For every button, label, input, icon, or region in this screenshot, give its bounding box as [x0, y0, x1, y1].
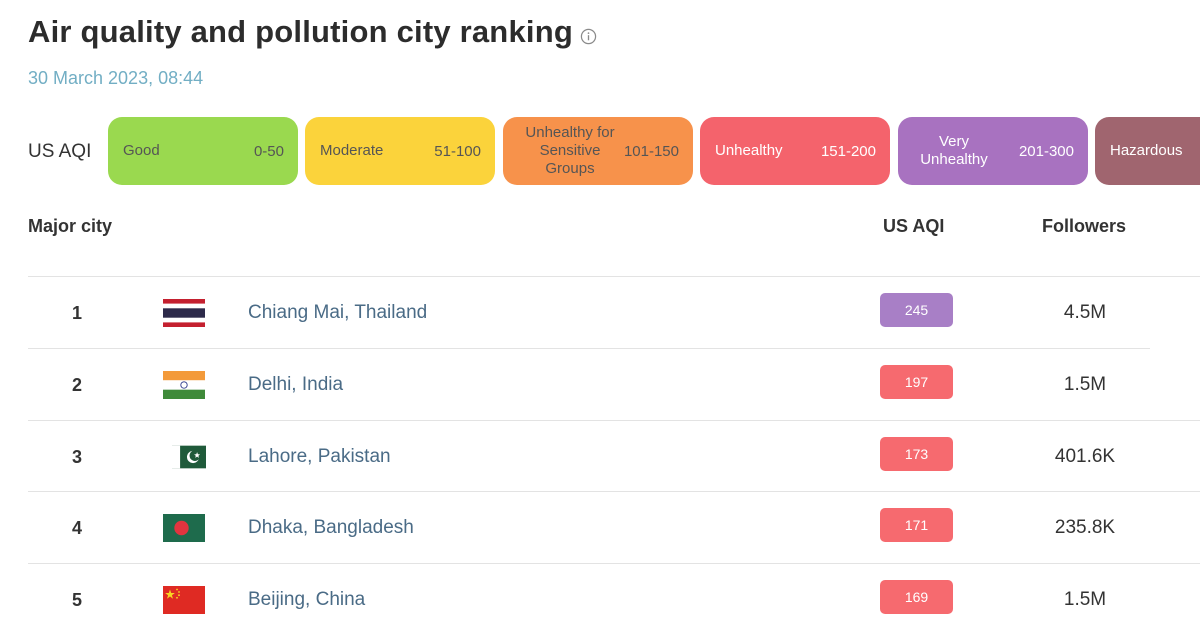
followers-count: 235.8K — [1054, 517, 1116, 538]
rank-number: 3 — [72, 447, 83, 467]
legend-very-unhealthy-name: Very Unhealthy — [920, 133, 988, 168]
row-divider — [28, 491, 1200, 492]
row-divider — [28, 563, 1200, 564]
legend-good[interactable]: Good 0-50 — [108, 117, 298, 185]
table-row[interactable]: 3 Lahore, Pakistan 173 401.6K — [0, 421, 1200, 493]
aqi-badge: 197 — [880, 365, 953, 399]
legend-unhealthy[interactable]: Unhealthy 151-200 — [700, 117, 890, 185]
rank-number: 1 — [72, 303, 83, 323]
city-name[interactable]: Chiang Mai, Thailand — [248, 302, 428, 323]
page-title: Air quality and pollution city ranking — [28, 14, 573, 49]
followers-count: 1.5M — [1063, 589, 1107, 610]
aqi-legend: US AQI Good 0-50 Moderate 51-100 Unhealt… — [28, 117, 1200, 185]
row-divider — [28, 420, 1200, 421]
legend-sensitive-name: Unhealthy for Sensitive Groups — [525, 124, 615, 177]
india-flag-icon — [163, 371, 205, 399]
legend-good-name: Good — [123, 142, 160, 159]
bangladesh-flag-icon — [163, 514, 205, 542]
row-divider — [28, 348, 1150, 349]
column-header-city[interactable]: Major city — [28, 216, 113, 236]
pakistan-flag-icon — [172, 445, 206, 469]
city-name[interactable]: Lahore, Pakistan — [248, 446, 391, 467]
legend-very-unhealthy-range: 201-300 — [1018, 142, 1074, 160]
table-divider — [28, 276, 1200, 277]
china-flag-icon — [163, 586, 205, 614]
info-icon[interactable] — [580, 28, 597, 45]
legend-unhealthy-range: 151-200 — [820, 142, 876, 160]
column-header-aqi[interactable]: US AQI — [883, 216, 945, 236]
table-row[interactable]: 5 Beijing, China 169 1.5M — [0, 564, 1200, 630]
rank-number: 2 — [72, 375, 83, 395]
legend-sensitive[interactable]: Unhealthy for Sensitive Groups 101-150 — [503, 117, 693, 185]
legend-label: US AQI — [28, 141, 92, 162]
legend-moderate-name: Moderate — [320, 142, 384, 159]
legend-moderate[interactable]: Moderate 51-100 — [305, 117, 495, 185]
table-row[interactable]: 4 Dhaka, Bangladesh 171 235.8K — [0, 492, 1200, 564]
rank-number: 5 — [72, 590, 83, 610]
legend-good-range: 0-50 — [253, 142, 284, 160]
followers-count: 1.5M — [1063, 374, 1107, 395]
legend-hazardous-name: Hazardous — [1110, 142, 1183, 159]
aqi-badge: 169 — [880, 580, 953, 614]
city-name[interactable]: Beijing, China — [248, 589, 366, 610]
update-timestamp: 30 March 2023, 08:44 — [28, 68, 204, 88]
aqi-badge: 173 — [880, 437, 953, 471]
legend-sensitive-range: 101-150 — [623, 142, 679, 160]
aqi-badge: 245 — [880, 293, 953, 327]
city-name[interactable]: Delhi, India — [248, 374, 344, 395]
thailand-flag-icon — [163, 299, 205, 327]
legend-unhealthy-name: Unhealthy — [715, 142, 783, 159]
legend-hazardous[interactable]: Hazardous — [1095, 117, 1200, 185]
followers-count: 401.6K — [1054, 446, 1116, 467]
city-name[interactable]: Dhaka, Bangladesh — [248, 517, 414, 538]
legend-moderate-range: 51-100 — [434, 142, 481, 160]
page-header: Air quality and pollution city ranking — [28, 14, 597, 50]
rank-number: 4 — [72, 518, 83, 538]
column-header-followers[interactable]: Followers — [1042, 216, 1127, 236]
table-row[interactable]: 1 Chiang Mai, Thailand 245 4.5M — [0, 277, 1200, 349]
table-row[interactable]: 2 Delhi, India 197 1.5M — [0, 349, 1200, 421]
legend-very-unhealthy[interactable]: Very Unhealthy 201-300 — [898, 117, 1088, 185]
aqi-badge: 171 — [880, 508, 953, 542]
followers-count: 4.5M — [1063, 302, 1107, 323]
